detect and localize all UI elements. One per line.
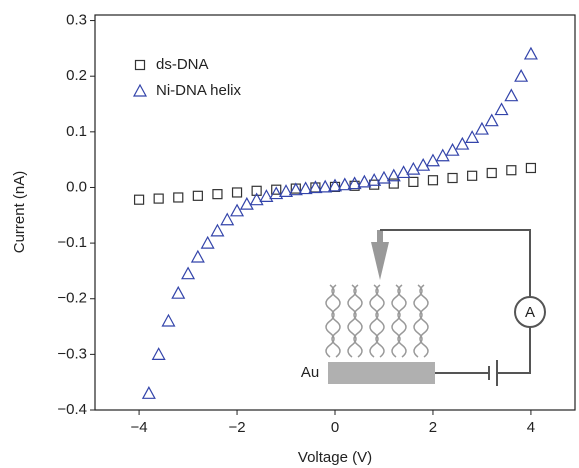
point: [494, 102, 509, 116]
point: [181, 266, 196, 280]
inset-label: Au: [301, 364, 319, 381]
inset-label: A: [525, 304, 535, 321]
point: [192, 190, 203, 201]
x-axis-label: Voltage (V): [298, 449, 372, 466]
point: [435, 148, 450, 162]
point: [396, 165, 411, 179]
point: [514, 68, 529, 82]
point: [230, 203, 245, 217]
inset-circuit: Au A: [301, 229, 546, 386]
point: [506, 165, 517, 176]
point: [406, 161, 421, 175]
point: [212, 189, 223, 200]
point: [376, 170, 391, 184]
y-tick-label: −0.1: [57, 234, 87, 251]
point: [288, 182, 303, 196]
point: [173, 192, 184, 203]
point: [251, 185, 262, 196]
point: [249, 192, 264, 206]
x-tick-label: −2: [228, 419, 245, 436]
point: [161, 313, 176, 327]
x-tick-label: 2: [429, 419, 437, 436]
point: [200, 235, 215, 249]
y-tick-label: −0.4: [57, 401, 87, 418]
legend-marker: [134, 59, 146, 71]
point: [271, 184, 282, 195]
legend-label: ds-DNA: [156, 56, 209, 73]
point: [447, 172, 458, 184]
point: [141, 386, 156, 399]
legend-marker: [132, 83, 148, 97]
point: [416, 157, 431, 171]
x-tick-label: −4: [131, 419, 148, 436]
point: [386, 168, 401, 182]
point: [486, 167, 497, 179]
y-tick-label: 0.1: [66, 123, 87, 140]
point: [279, 184, 294, 197]
dna-helices: [325, 284, 429, 358]
point: [474, 121, 489, 135]
point: [504, 88, 519, 102]
x-tick-label: 4: [527, 419, 535, 436]
point: [523, 46, 538, 60]
y-tick-label: 0.2: [66, 67, 87, 84]
point: [465, 130, 480, 143]
y-tick-label: −0.3: [57, 345, 87, 362]
x-tick-label: 0: [331, 419, 339, 436]
point: [484, 113, 499, 127]
point: [298, 181, 313, 195]
y-tick-label: 0.3: [66, 12, 87, 29]
y-axis-label: Current (nA): [11, 171, 28, 254]
point: [425, 153, 440, 167]
point: [467, 170, 478, 181]
point: [210, 223, 225, 237]
point: [153, 193, 164, 204]
point: [525, 162, 537, 174]
point: [347, 176, 362, 190]
point: [367, 172, 382, 186]
point: [220, 212, 235, 226]
point: [171, 285, 186, 299]
point: [455, 136, 470, 150]
point: [308, 180, 323, 194]
point: [231, 187, 243, 198]
point: [318, 179, 333, 193]
point: [337, 177, 352, 191]
point: [427, 175, 439, 186]
point: [327, 178, 343, 192]
legend-label: Ni-DNA helix: [156, 82, 242, 99]
point: [190, 249, 205, 263]
plot-frame: [94, 14, 576, 411]
point: [239, 196, 254, 210]
y-tick-label: 0.0: [66, 178, 87, 195]
point: [151, 347, 166, 360]
point: [259, 189, 274, 202]
point: [269, 186, 284, 200]
point: [445, 142, 460, 156]
point: [408, 176, 419, 188]
point: [133, 194, 145, 205]
y-tick-label: −0.2: [57, 290, 87, 307]
point: [357, 174, 372, 188]
gold-electrode: [328, 362, 435, 384]
